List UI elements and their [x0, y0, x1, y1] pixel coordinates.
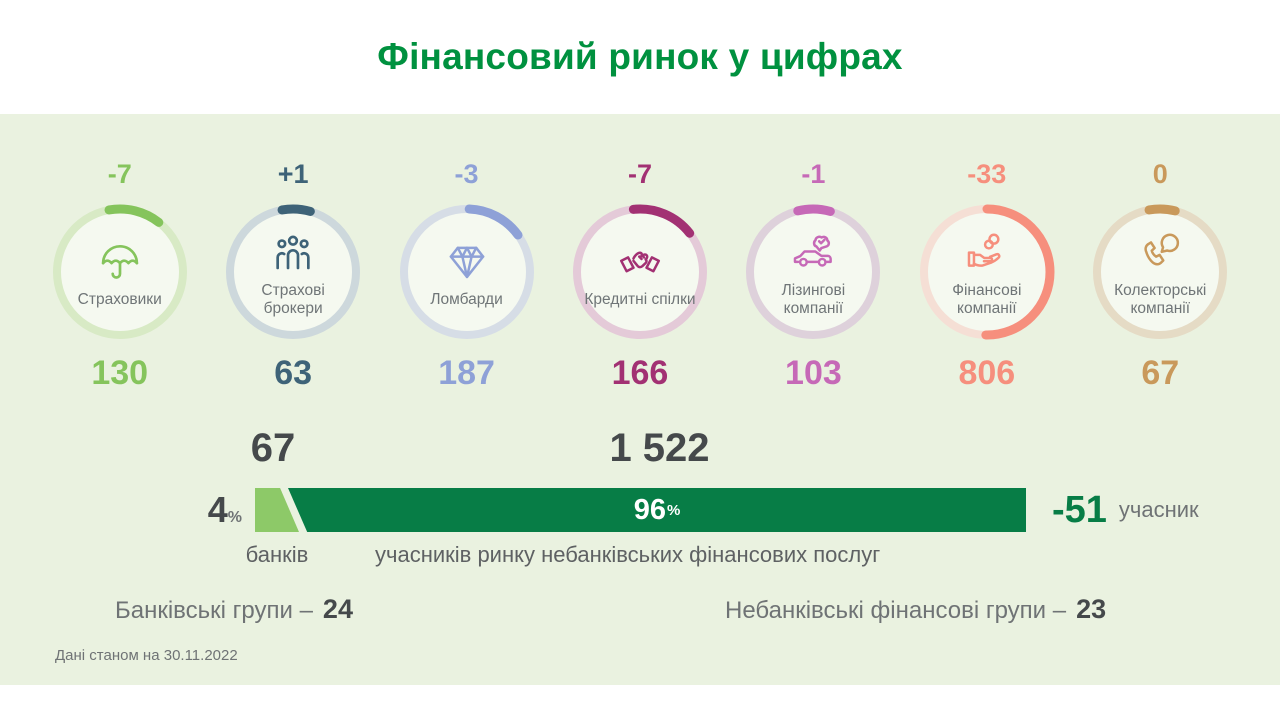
- bank-groups-label: Банківські групи –: [115, 597, 313, 624]
- change-label: учасник: [1118, 497, 1199, 522]
- ring-chart: [745, 204, 881, 340]
- people-group-icon: [270, 230, 316, 276]
- ring-chart: [1092, 204, 1228, 340]
- category-card-insurance-brokers: +1: [206, 158, 379, 393]
- category-label: Страховики: [77, 291, 162, 308]
- category-label: Колекторські компанії: [1114, 282, 1207, 317]
- nonbank-caption: учасників ринку небанківських фінансових…: [375, 542, 881, 567]
- ring-chart: [225, 204, 361, 340]
- category-cards-row: -7 Страховики: [33, 158, 1247, 393]
- progress-ring: Кредитні спілки: [570, 202, 710, 342]
- nonbank-groups-label: Небанківські фінансові групи –: [725, 597, 1067, 624]
- umbrella-icon: [97, 239, 143, 285]
- banks-total: 67: [250, 426, 296, 470]
- category-label: Ломбарди: [430, 291, 503, 308]
- nonbank-total: 1 522: [609, 426, 710, 470]
- category-count: 806: [958, 354, 1016, 392]
- delta-value: -3: [454, 159, 479, 189]
- diamond-icon: [444, 239, 490, 285]
- category-label: Кредитні спілки: [584, 291, 696, 308]
- progress-ring: Лізингові компанії: [743, 202, 883, 342]
- category-count: 67: [1141, 354, 1180, 392]
- banks-percent-value: 4: [207, 489, 228, 530]
- nonbank-groups: Небанківські фінансові групи – 23: [725, 594, 1106, 625]
- hand-coins-icon: [964, 230, 1010, 276]
- category-card-insurers: -7 Страховики: [33, 158, 206, 393]
- ring-chart: [572, 204, 708, 340]
- category-card-collectors: 0 Колекторські компанії: [1074, 158, 1247, 393]
- banks-caption: банків: [245, 542, 309, 567]
- bank-groups: Банківські групи – 24: [115, 594, 353, 625]
- category-card-credit-unions: -7: [553, 158, 726, 393]
- nonbank-percent-value: 96: [633, 493, 666, 526]
- progress-ring: Фінансові компанії: [917, 202, 1057, 342]
- delta-value: -33: [967, 159, 1007, 189]
- banks-percent: 4%: [130, 488, 242, 532]
- nonbank-bar-segment: 96%: [288, 488, 1026, 532]
- percent-sign: %: [227, 509, 242, 526]
- category-card-pawnshops: -3 Ломбарди: [380, 158, 553, 393]
- progress-ring: Колекторські компанії: [1090, 202, 1230, 342]
- data-as-of-note: Дані станом на 30.11.2022: [55, 647, 238, 664]
- change-annotation: -51 учасник: [1052, 488, 1199, 532]
- progress-ring: Ломбарди: [397, 202, 537, 342]
- delta-value: +1: [277, 159, 309, 189]
- change-value: -51: [1052, 488, 1107, 531]
- category-count: 166: [611, 354, 669, 392]
- page-title: Фінансовий ринок у цифрах: [377, 36, 903, 77]
- delta-value: 0: [1152, 159, 1168, 189]
- category-label: Лізингові компанії: [781, 282, 846, 317]
- category-count: 103: [785, 354, 842, 392]
- nonbank-groups-value: 23: [1076, 594, 1107, 624]
- infographic-panel: -7 Страховики: [0, 114, 1280, 685]
- category-label: Страхові брокери: [261, 282, 325, 317]
- category-card-leasing: -1: [727, 158, 900, 393]
- delta-value: -7: [627, 159, 652, 189]
- bank-groups-value: 24: [322, 594, 353, 624]
- page-header: Фінансовий ринок у цифрах: [0, 0, 1280, 114]
- handshake-icon: [617, 239, 663, 285]
- category-label: Фінансові компанії: [952, 282, 1022, 317]
- category-count: 130: [91, 354, 149, 392]
- category-card-finance-companies: -33: [900, 158, 1073, 393]
- delta-value: -1: [801, 159, 826, 189]
- category-count: 187: [438, 354, 495, 392]
- ring-chart: [919, 204, 1055, 340]
- phone-chat-icon: [1137, 230, 1183, 276]
- percent-sign: %: [666, 501, 681, 519]
- progress-ring: Страхові брокери: [223, 202, 363, 342]
- delta-value: -7: [107, 159, 132, 189]
- car-check-icon: [790, 230, 836, 276]
- progress-ring: Страховики: [50, 202, 190, 342]
- category-count: 63: [274, 354, 313, 392]
